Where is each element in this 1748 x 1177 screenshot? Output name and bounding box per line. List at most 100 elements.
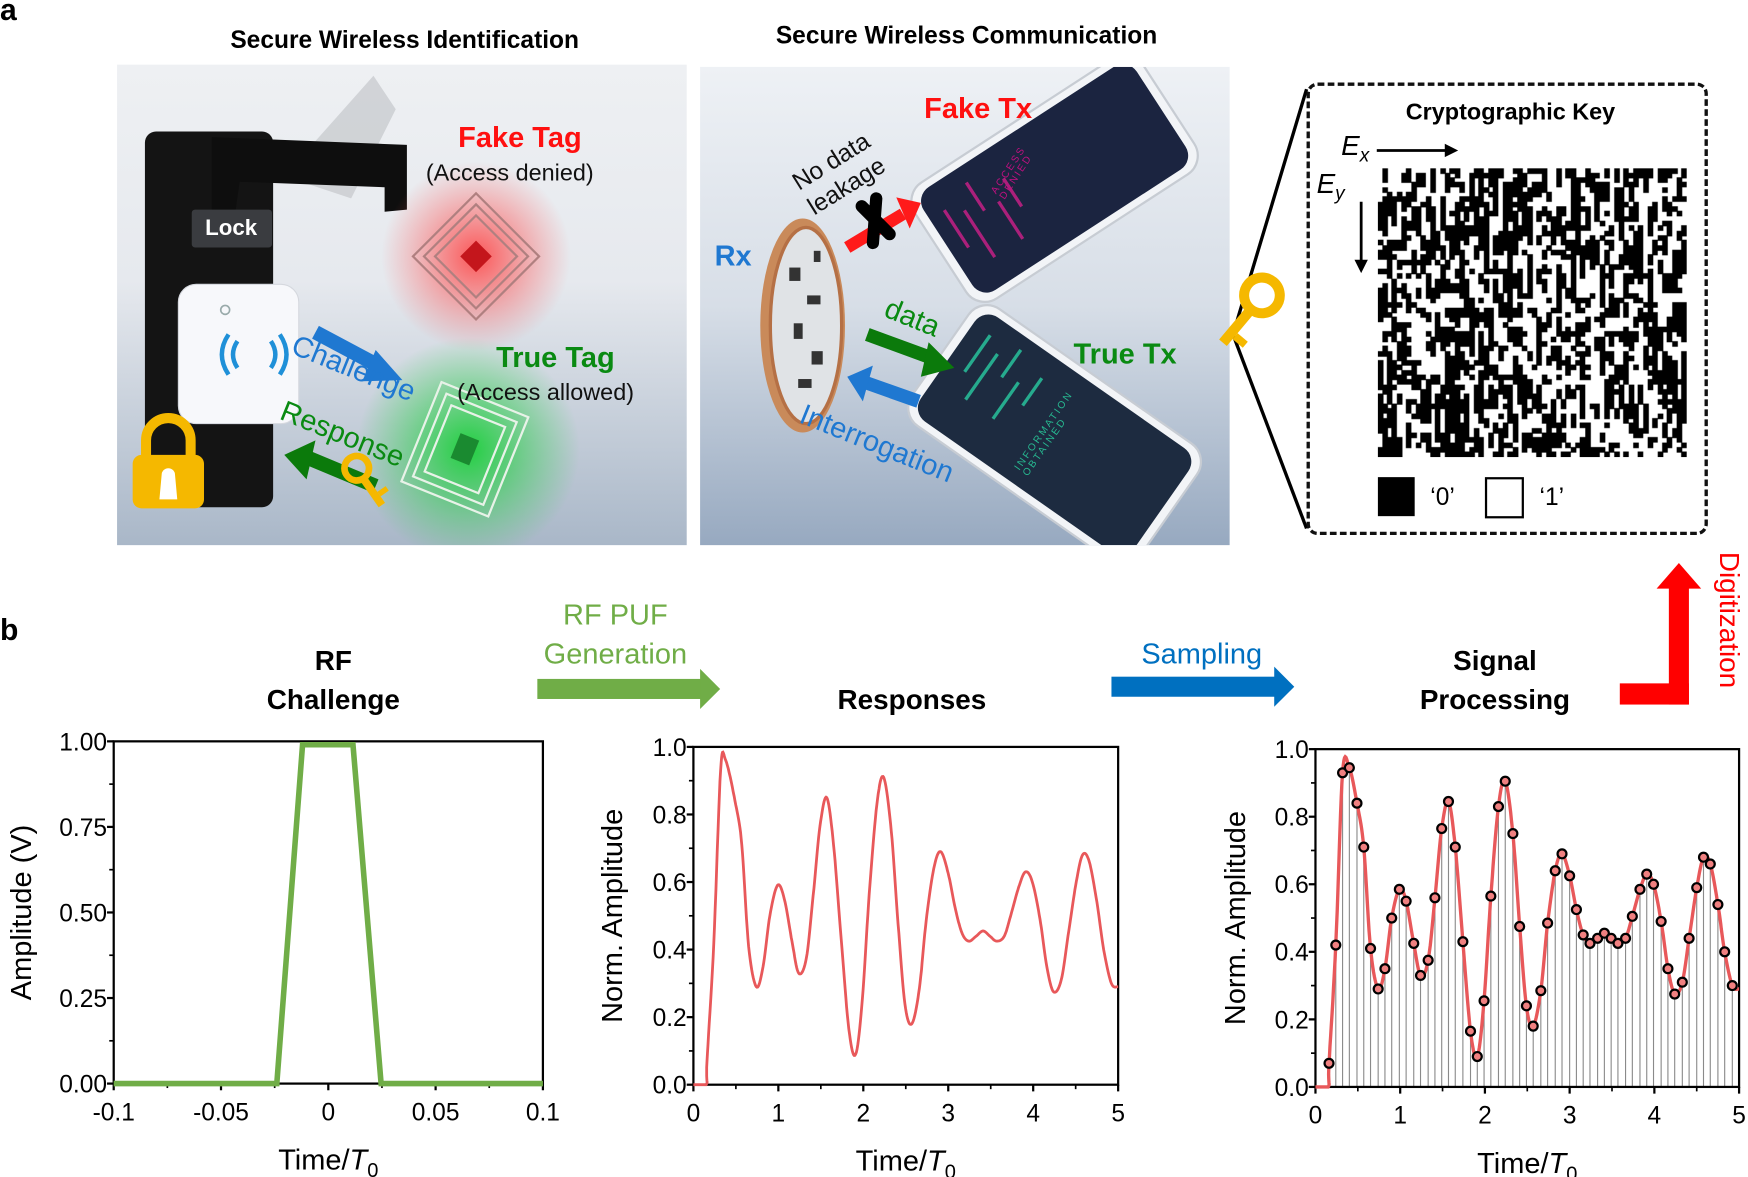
x-tick-label: 0.05 <box>412 1099 460 1126</box>
x-axis-label: Time/T0 <box>856 1146 956 1177</box>
chart-1: -0.1 -0.05 0 0.05 0.1 0.00 0.25 0.50 0.75 1.00 Tim… <box>6 729 560 1177</box>
y-axis-label: Norm. Amplitude <box>1220 811 1252 1025</box>
response-curve <box>693 750 1119 1087</box>
y-tick-label: 1.00 <box>59 729 107 756</box>
sample-point <box>1564 870 1576 882</box>
true-tx-phone-icon <box>907 304 1203 546</box>
sample-point <box>1570 904 1582 916</box>
plot-frame <box>112 740 545 1085</box>
x-tick-label: 2 <box>856 1100 870 1127</box>
sample-point <box>1712 898 1724 911</box>
sample-point <box>1358 841 1370 853</box>
axis-arrows <box>1354 143 1459 274</box>
cryptographic-key-box: Cryptographic Key Ex Ey ‘0’ ‘1’ <box>1306 82 1708 536</box>
x-axis-label: Time/T0 <box>278 1144 378 1177</box>
y-tick-label: 1.0 <box>653 735 687 762</box>
y-tick-label: 0.75 <box>59 815 107 842</box>
sample-point <box>1619 932 1632 944</box>
sample-point <box>1393 883 1405 895</box>
fake-tag-status: (Access denied) <box>425 160 594 187</box>
true-tx-label: True Tx <box>1073 336 1177 371</box>
y-tick-label: 1.0 <box>1275 737 1309 764</box>
x-tick-label: 2 <box>1478 1103 1492 1130</box>
sample-point <box>1704 858 1716 870</box>
sample-point <box>1457 936 1469 948</box>
lock-scene <box>132 75 580 546</box>
ey-label: Ey <box>1316 168 1345 205</box>
legend-zero-swatch <box>1377 477 1415 517</box>
x-tick-label: 4 <box>1026 1100 1040 1127</box>
rx-label: Rx <box>714 238 752 273</box>
communication-scene <box>760 66 1203 546</box>
puf-generation-arrow-icon <box>537 668 721 710</box>
chart-3: 0 1 2 3 4 5 0.0 0.2 0.4 0.6 0.8 1.0 Time/T0 Norm. Amp… <box>1220 737 1746 1177</box>
sample-point <box>1442 795 1455 808</box>
sample-point <box>1655 915 1667 927</box>
sample-point <box>1343 762 1355 774</box>
key-icon <box>341 452 389 508</box>
interrogation-arrow-icon <box>847 365 921 408</box>
y-axis-label: Amplitude (V) <box>6 825 38 1000</box>
golden-key-icon <box>1219 272 1285 348</box>
plot-frame <box>1314 748 1741 1089</box>
lock-label: Lock <box>205 216 258 241</box>
sample-point <box>1499 775 1511 787</box>
rf-challenge-title: RF Challenge <box>266 645 400 716</box>
y-tick-label: 0.2 <box>653 1005 687 1032</box>
sample-point <box>1400 895 1412 907</box>
y-tick-label: 0.6 <box>1275 872 1309 899</box>
y-tick-label: 0.50 <box>59 900 107 927</box>
fake-tx-label: Fake Tx <box>924 91 1033 125</box>
challenge-pulse-line <box>113 741 543 1087</box>
communication-illustration: ACCESS DENIED INFORMATION OBTAINED No data… <box>700 66 1230 546</box>
digitization-arrow-icon <box>1619 562 1702 705</box>
signal-processing-title: Signal Processing <box>1419 645 1571 716</box>
sample-point <box>1422 954 1434 966</box>
panel-b-letter: b <box>0 613 19 647</box>
y-tick-label: 0.4 <box>1275 940 1309 967</box>
legend-one-label: ‘1’ <box>1539 482 1565 511</box>
sample-point <box>1549 865 1561 877</box>
x-tick-label: 0 <box>687 1100 701 1127</box>
sample-point <box>1464 1025 1477 1037</box>
x-axis-label: Time/T0 <box>1477 1148 1577 1177</box>
sample-point <box>1556 848 1568 860</box>
sample-point <box>1429 892 1441 904</box>
rx-coil-icon <box>760 218 846 433</box>
panel-a-letter: a <box>0 0 17 27</box>
sample-point <box>1584 937 1596 949</box>
x-tick-label: 0.1 <box>526 1099 560 1126</box>
fake-tx-phone-icon <box>910 66 1199 303</box>
puf-generation-label: RF PUF Generation <box>543 597 688 670</box>
y-tick-label: 0.00 <box>59 1072 107 1099</box>
true-tag-status: (Access allowed) <box>457 380 635 406</box>
x-tick-label: 5 <box>1111 1100 1125 1127</box>
x-tick-label: 1 <box>772 1100 786 1127</box>
y-tick-label: 0.0 <box>653 1073 687 1100</box>
sample-point <box>1485 890 1497 902</box>
y-axis-label: Norm. Amplitude <box>597 809 629 1023</box>
sample-point <box>1330 939 1342 951</box>
sample-point <box>1697 851 1710 863</box>
sample-point <box>1634 883 1646 895</box>
y-tick-label: 0.6 <box>653 870 687 897</box>
responses-title: Responses <box>837 684 987 716</box>
x-tick-label: 5 <box>1732 1103 1746 1130</box>
data-arrow-icon <box>865 328 955 377</box>
legend-one-swatch <box>1484 477 1524 519</box>
chart-2: 0 1 2 3 4 5 0.0 0.2 0.4 0.6 0.8 1.0 Time/T0 Norm. Amp… <box>597 735 1125 1177</box>
sample-point <box>1535 985 1547 997</box>
sample-point <box>1379 963 1391 975</box>
wireless-icon <box>219 333 289 376</box>
sample-point <box>1520 1000 1533 1012</box>
sample-point <box>1351 797 1363 809</box>
sample-point <box>1669 988 1681 1000</box>
identification-title: Secure Wireless Identification <box>230 25 580 54</box>
y-tick-label: 0.0 <box>1275 1075 1309 1102</box>
x-tick-label: -0.05 <box>193 1099 249 1126</box>
sample-point <box>1542 917 1554 929</box>
sampling-label: Sampling <box>1141 636 1263 670</box>
